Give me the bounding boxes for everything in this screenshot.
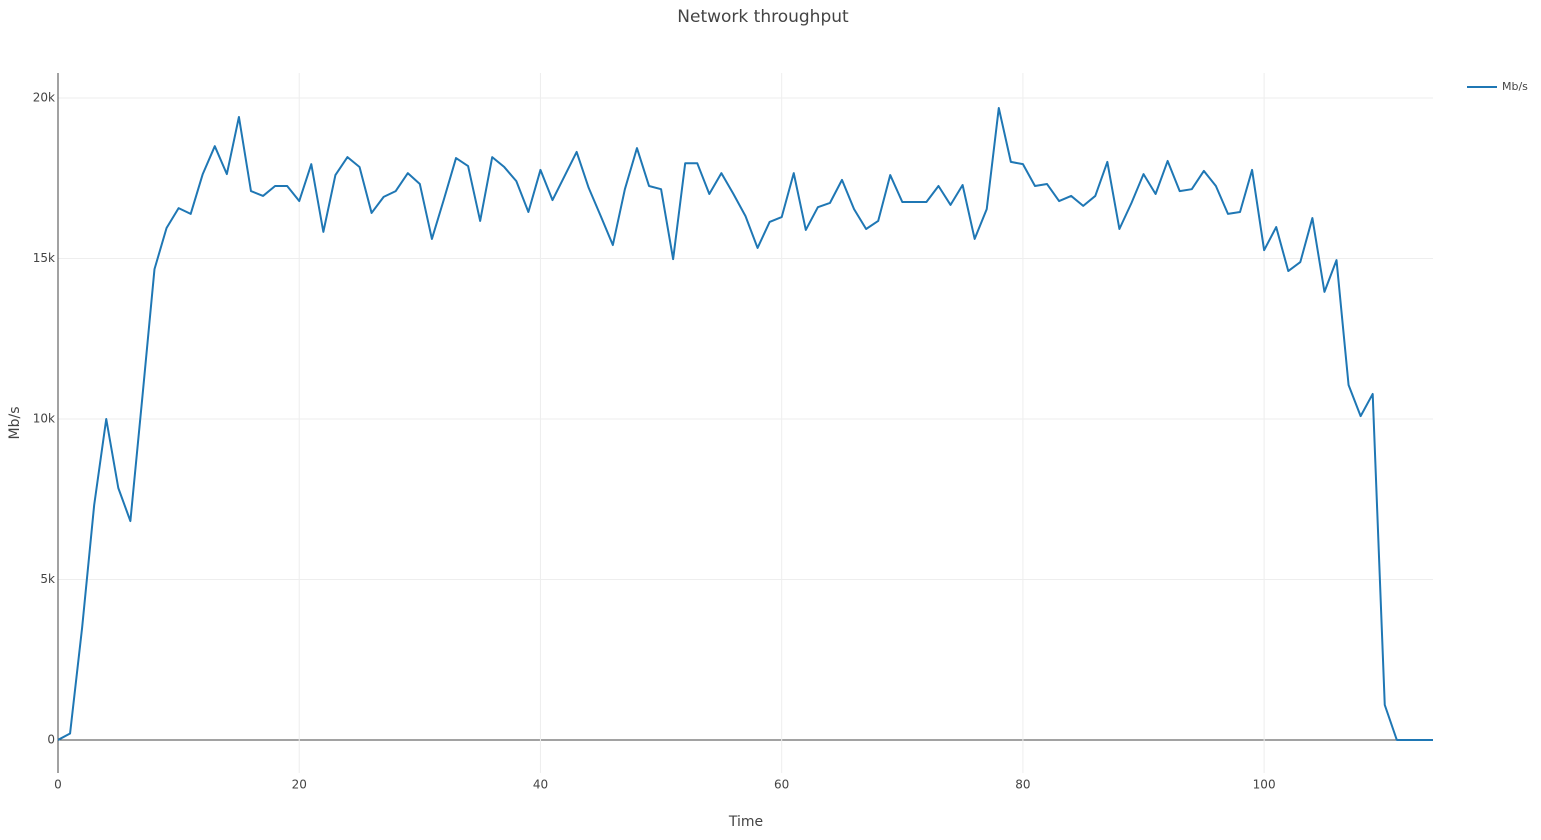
- legend-label: Mb/s: [1502, 80, 1528, 93]
- y-tick-label: 0: [47, 732, 55, 746]
- y-axis-title: Mb/s: [7, 407, 23, 440]
- chart-title: Network throughput: [677, 7, 849, 27]
- y-tick-label: 15k: [33, 251, 55, 265]
- x-axis-title: Time: [728, 814, 763, 830]
- x-tick-label: 0: [54, 778, 62, 792]
- x-tick-label: 100: [1253, 778, 1276, 792]
- x-tick-label: 80: [1015, 778, 1030, 792]
- y-tick-label: 5k: [40, 572, 55, 586]
- x-tick-label: 60: [774, 778, 789, 792]
- data-line: [57, 106, 1433, 741]
- y-tick-label: 10k: [33, 411, 55, 425]
- x-tick-label: 40: [533, 778, 548, 792]
- x-tick-label: 20: [292, 778, 307, 792]
- y-tick-label: 20k: [33, 91, 55, 105]
